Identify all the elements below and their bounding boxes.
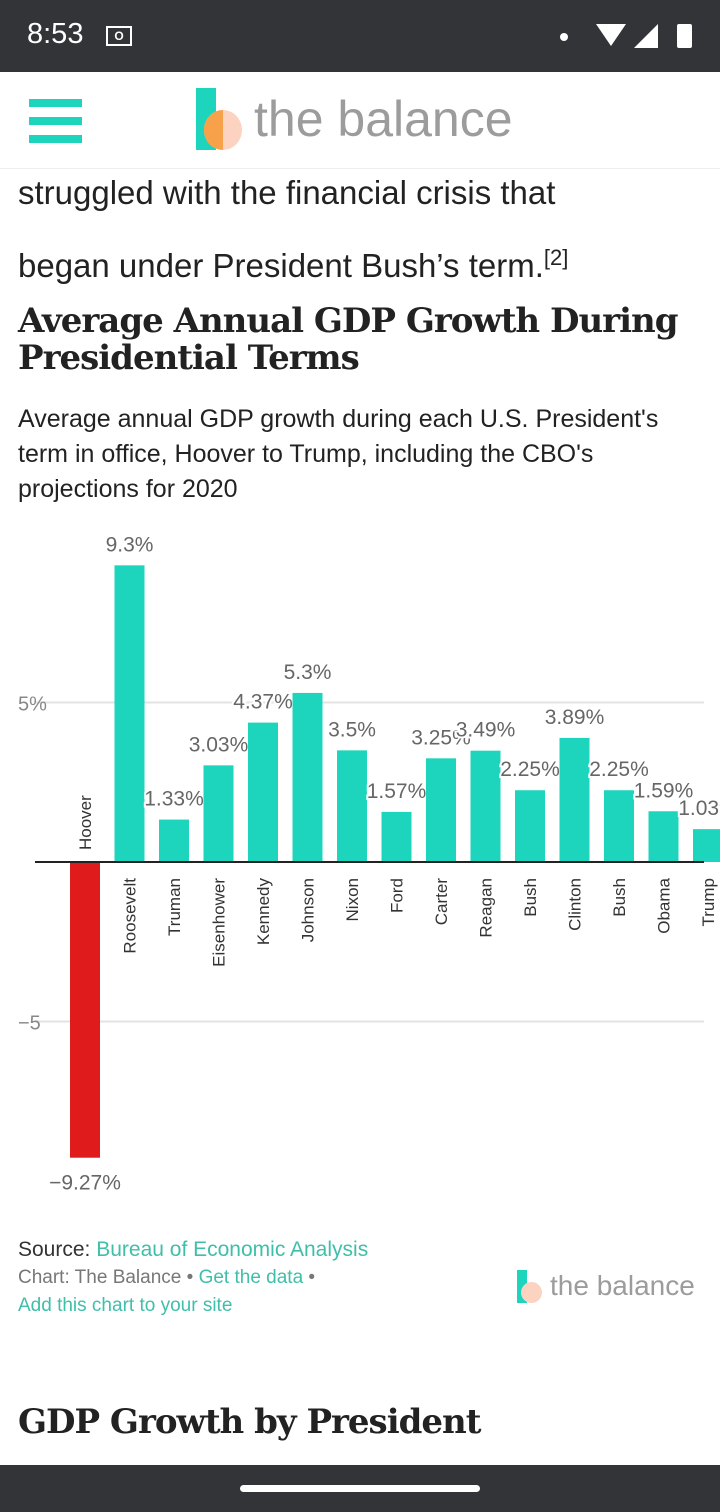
chart-title: Average Annual GDP Growth During Preside… [18,301,679,378]
signal-icon [634,24,658,48]
x-tick-label: Eisenhower [210,878,229,967]
bar-carter [426,758,456,862]
bar-bush [515,790,545,862]
data-label: 4.37% [233,691,293,714]
y-tick-label: 5% [18,694,47,716]
x-tick-label: Carter [432,878,451,926]
status-time: 8:53 [27,18,84,50]
bar-ford [381,811,412,862]
bar-obama [648,811,679,862]
bar-bush [604,790,634,862]
x-tick-label: Truman [165,878,184,936]
data-label: 2.25% [500,758,560,781]
article-paragraph: struggled with the financial crisis that… [18,160,568,298]
data-label: 5.3% [284,661,332,684]
footnote-link[interactable]: [2] [543,245,569,270]
data-label: 3.49% [456,719,516,742]
chart-brand: the balance [550,1270,695,1301]
data-label: −9.27% [49,1172,121,1195]
gdp-bar-chart: 5% −5 −9.27% Hoover 9.3% Roosevelt 1.33% Truman… [18,531,720,1197]
chart-subtitle: Average annual GDP growth during each U.… [18,405,659,503]
menu-icon[interactable] [29,99,82,153]
x-tick-label: Bush [521,878,540,917]
x-tick-label: Ford [388,878,407,913]
paragraph-line: struggled with the financial crisis that [18,174,556,211]
data-label: 1.59% [634,779,694,802]
nav-bar [0,1465,720,1512]
separator: • [303,1267,316,1288]
bar-eisenhower [203,765,234,862]
brand-logo-icon[interactable] [196,88,246,150]
data-label: 3.25% [411,726,471,749]
battery-icon [677,24,692,48]
data-label: 3.5% [328,718,376,741]
bar-hoover [70,862,100,1158]
get-data-link[interactable]: Get the data [198,1267,304,1288]
data-label: 1.57% [367,780,427,803]
status-bar: 8:53 O [0,0,720,72]
data-label: 9.3% [106,533,154,556]
x-tick-label: Bush [610,878,629,917]
source-link[interactable]: Bureau of Economic Analysis [96,1238,369,1261]
data-label: 1.33% [144,788,204,811]
x-tick-label: Trump [699,878,718,927]
bar-reagan [470,750,501,862]
source-label: Source: [18,1238,97,1261]
bar-roosevelt [114,565,145,862]
x-tick-label: Obama [655,877,674,933]
bar-trump [693,829,720,862]
bar-nixon [337,750,367,862]
site-header: the balance [0,72,720,169]
bar-truman [159,819,189,862]
add-chart-link[interactable]: Add this chart to your site [18,1295,233,1316]
data-label: 3.03% [189,733,249,756]
data-label: 3.89% [545,706,605,729]
data-label: 1.03% [678,797,720,820]
outlook-icon: O [106,26,132,46]
x-tick-label: Hoover [76,795,95,850]
brand-logo-icon [517,1270,543,1303]
x-tick-label: Kennedy [254,878,273,946]
x-tick-label: Roosevelt [121,878,140,954]
x-tick-label: Nixon [343,878,362,921]
paragraph-line: began under President Bush’s term. [18,247,544,284]
x-tick-label: Clinton [566,878,585,931]
data-label: 2.25% [589,758,649,781]
home-gesture-handle[interactable] [240,1485,480,1492]
bar-johnson [292,692,323,862]
section-heading: GDP Growth by President [18,1402,481,1442]
chart-credit: Chart: The Balance • [18,1267,199,1288]
x-tick-label: Reagan [477,878,496,938]
notification-dot-icon [560,33,568,41]
wifi-icon [596,24,626,46]
chart-source: Source: Bureau of Economic Analysis Char… [18,1236,368,1320]
bar-kennedy [248,722,278,862]
x-tick-label: Johnson [299,878,318,942]
y-tick-label: −5 [18,1013,41,1035]
brand-name[interactable]: the balance [254,91,513,147]
bar-clinton [559,737,590,862]
